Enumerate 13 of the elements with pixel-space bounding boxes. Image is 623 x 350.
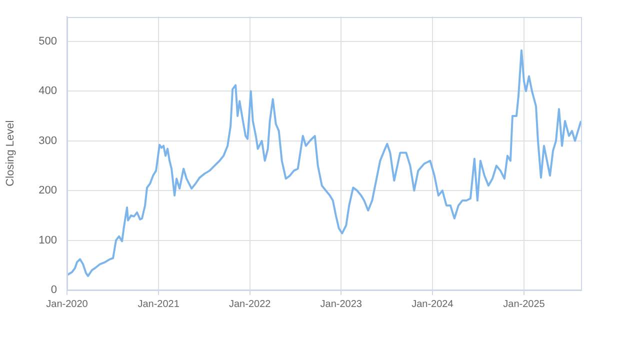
x-tick-label: Jan-2021: [138, 298, 180, 310]
x-tick-label: Jan-2025: [503, 298, 546, 310]
y-tick-label: 400: [38, 85, 57, 98]
y-tick-label: 100: [38, 234, 57, 246]
y-tick-label: 0: [50, 284, 57, 296]
x-tick-label: Jan-2020: [46, 298, 88, 310]
y-tick-label: 200: [38, 184, 57, 197]
x-tick-label: Jan-2023: [320, 298, 362, 310]
y-axis-title: Closing Level: [4, 120, 17, 186]
y-tick-label: 300: [38, 134, 57, 147]
x-tick-label: Jan-2022: [228, 298, 272, 310]
y-tick-label: 500: [38, 35, 57, 48]
x-tick-label: Jan-2024: [412, 298, 454, 310]
